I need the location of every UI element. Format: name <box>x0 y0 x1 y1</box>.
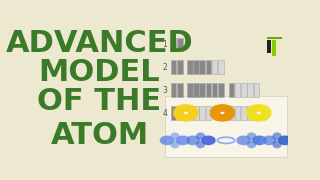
Bar <box>247 83 253 97</box>
Ellipse shape <box>170 132 180 140</box>
Ellipse shape <box>196 141 205 148</box>
Ellipse shape <box>254 111 272 121</box>
Ellipse shape <box>254 105 272 114</box>
Ellipse shape <box>175 114 196 122</box>
Bar <box>193 60 199 74</box>
Bar <box>212 83 217 97</box>
Ellipse shape <box>246 107 260 119</box>
Bar <box>212 60 217 74</box>
Bar <box>193 106 199 120</box>
Bar <box>199 83 205 97</box>
Bar <box>247 106 253 120</box>
Bar <box>206 106 211 120</box>
Ellipse shape <box>201 135 216 145</box>
Ellipse shape <box>173 111 191 121</box>
Bar <box>187 60 193 74</box>
Bar <box>229 106 234 120</box>
Ellipse shape <box>248 104 269 112</box>
Bar <box>187 83 193 97</box>
Ellipse shape <box>217 111 235 121</box>
Bar <box>241 83 247 97</box>
Bar <box>199 106 205 120</box>
Ellipse shape <box>262 135 276 145</box>
Bar <box>171 38 176 51</box>
Ellipse shape <box>221 107 235 119</box>
Bar <box>171 60 176 74</box>
Ellipse shape <box>246 111 264 121</box>
Bar <box>241 106 247 120</box>
Ellipse shape <box>175 135 190 145</box>
Ellipse shape <box>246 105 264 114</box>
Circle shape <box>184 112 188 114</box>
Ellipse shape <box>173 107 187 119</box>
Bar <box>253 83 259 97</box>
Bar <box>267 37 282 39</box>
Bar <box>177 83 183 97</box>
Ellipse shape <box>217 105 235 114</box>
Ellipse shape <box>185 135 200 145</box>
Ellipse shape <box>210 105 227 114</box>
Ellipse shape <box>181 105 199 114</box>
Ellipse shape <box>175 104 196 112</box>
Bar <box>206 83 211 97</box>
Ellipse shape <box>212 114 233 122</box>
Bar <box>177 60 183 74</box>
Bar <box>171 83 176 97</box>
Ellipse shape <box>173 105 191 114</box>
Ellipse shape <box>272 141 282 148</box>
Ellipse shape <box>247 141 256 148</box>
Ellipse shape <box>170 141 180 148</box>
Text: ATOM: ATOM <box>50 121 149 150</box>
Bar <box>218 83 224 97</box>
Bar <box>235 83 240 97</box>
Bar <box>235 106 240 120</box>
Ellipse shape <box>185 107 198 119</box>
Bar <box>171 106 176 120</box>
Bar <box>222 106 228 120</box>
Bar <box>267 40 271 53</box>
Ellipse shape <box>247 132 256 140</box>
Ellipse shape <box>160 135 174 145</box>
Text: 2: 2 <box>162 63 167 72</box>
Bar <box>187 106 193 120</box>
Ellipse shape <box>210 111 227 121</box>
Bar <box>165 96 287 158</box>
Bar <box>177 106 183 120</box>
Bar <box>272 40 276 56</box>
Ellipse shape <box>236 135 251 145</box>
Ellipse shape <box>252 135 267 145</box>
Ellipse shape <box>258 107 271 119</box>
Text: 3: 3 <box>162 86 167 95</box>
Bar <box>206 60 211 74</box>
Text: 4: 4 <box>162 109 167 118</box>
Ellipse shape <box>272 132 282 140</box>
Bar <box>218 60 224 74</box>
Bar <box>229 83 234 97</box>
Ellipse shape <box>277 135 292 145</box>
Bar <box>216 106 222 120</box>
Bar <box>253 106 259 120</box>
Circle shape <box>257 112 261 114</box>
Bar <box>199 60 205 74</box>
Bar <box>177 38 183 51</box>
Text: OF THE: OF THE <box>37 87 162 116</box>
Ellipse shape <box>210 107 224 119</box>
Bar <box>193 83 199 97</box>
Text: 1: 1 <box>162 40 167 49</box>
Ellipse shape <box>248 114 269 122</box>
Ellipse shape <box>196 132 205 140</box>
Text: ADVANCED: ADVANCED <box>6 29 193 58</box>
Circle shape <box>220 112 224 114</box>
Ellipse shape <box>212 104 233 112</box>
Ellipse shape <box>181 111 199 121</box>
Text: MODEL: MODEL <box>39 58 160 87</box>
